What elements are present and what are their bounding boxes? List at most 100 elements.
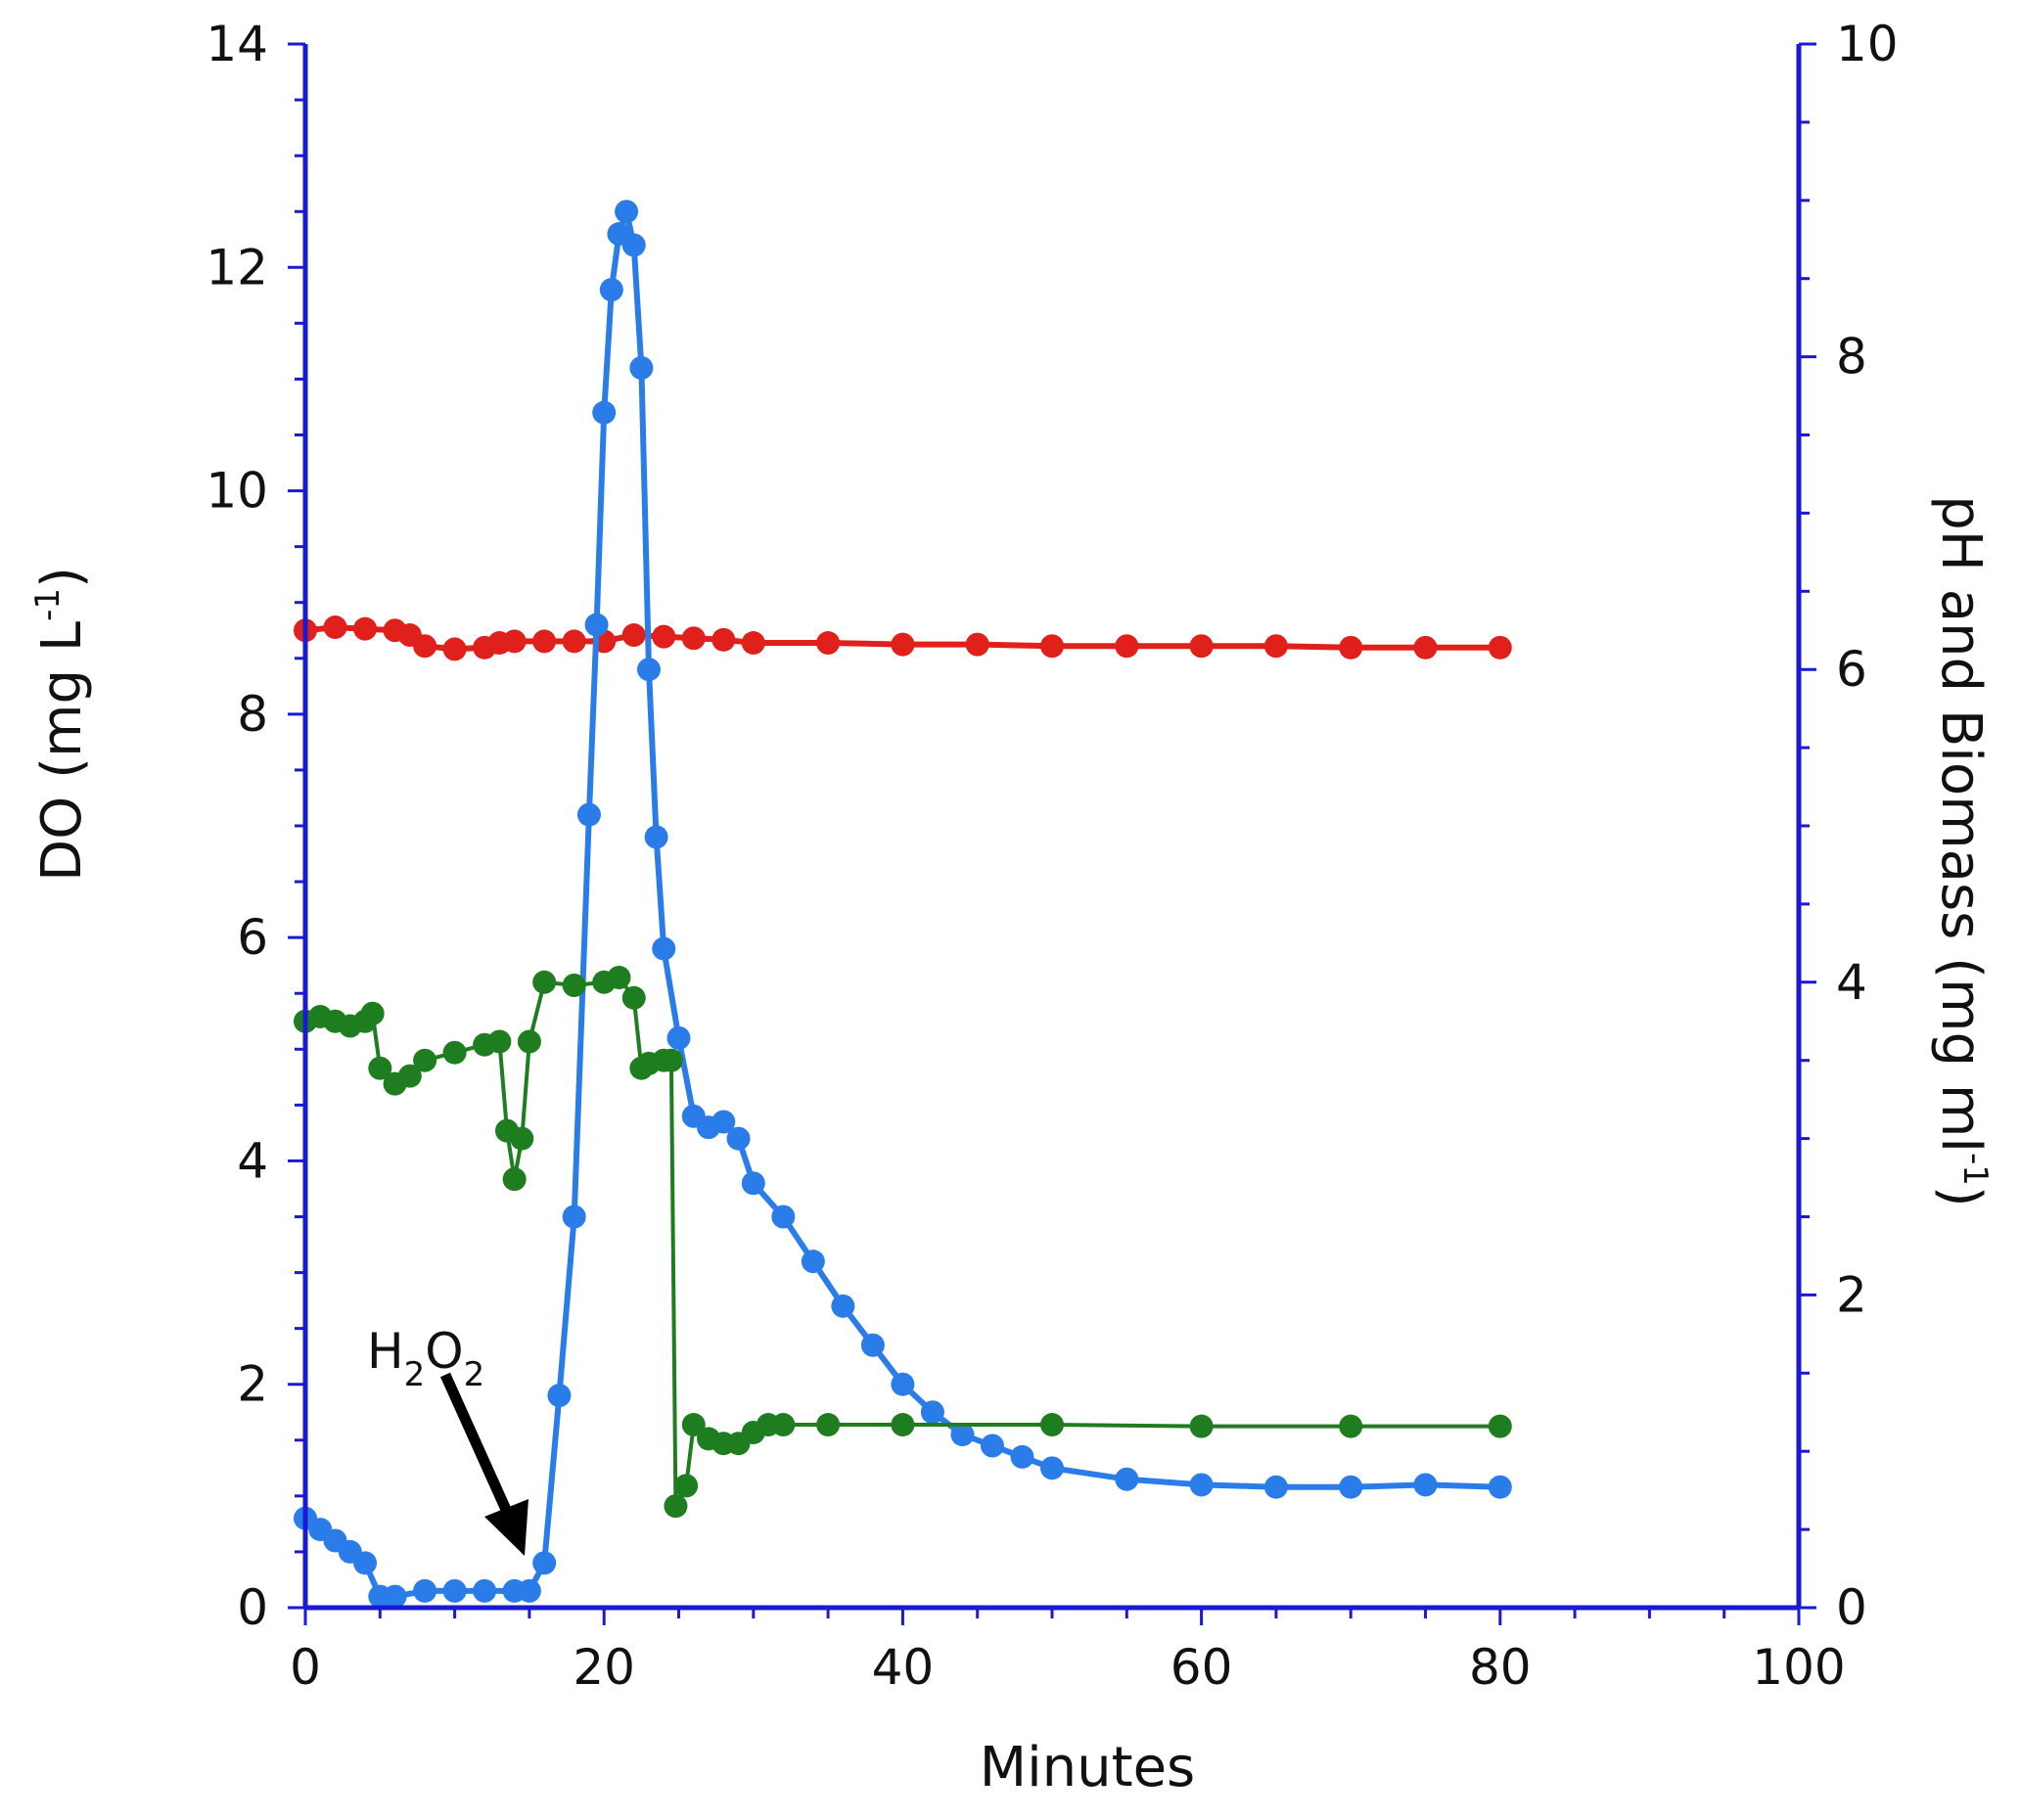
y-left-title-sup: -1 [28, 588, 68, 621]
data-point-do [860, 1333, 885, 1357]
data-point-ph [652, 624, 676, 649]
data-point-do [599, 278, 623, 302]
data-point-biomass [674, 1474, 699, 1498]
data-point-do [652, 936, 676, 961]
y-left-tick-label: 0 [237, 1579, 268, 1636]
y-left-tick-label: 12 [206, 239, 268, 296]
h2o2-annotation: H2O2 [367, 1323, 528, 1556]
y-right-tick-label: 8 [1836, 329, 1867, 386]
data-point-ph [965, 632, 989, 657]
data-point-biomass [562, 973, 586, 997]
data-point-ph [1115, 634, 1139, 659]
data-point-ph [323, 615, 347, 640]
data-point-biomass [502, 1167, 527, 1192]
y-left-tick-label: 4 [237, 1132, 268, 1189]
data-point-do [584, 613, 609, 637]
data-point-do [621, 233, 646, 257]
data-point-do [831, 1294, 855, 1318]
data-point-ph [532, 629, 557, 654]
data-point-do [383, 1584, 407, 1609]
y-right-axis-title: pH and Biomass (mg ml-1) [1929, 495, 1995, 1207]
y-left-title-main: DO (mg L [30, 621, 94, 882]
data-point-do [592, 400, 617, 425]
data-point-do [473, 1578, 497, 1603]
y-right-tick-label: 0 [1836, 1579, 1867, 1636]
data-point-biomass [664, 1494, 688, 1519]
y-left-tick-label: 10 [206, 463, 268, 520]
data-point-biomass [621, 985, 646, 1010]
data-point-biomass [413, 1048, 437, 1072]
data-point-do [517, 1578, 541, 1603]
x-axis-title: Minutes [980, 1736, 1195, 1799]
data-point-ph [1413, 635, 1438, 660]
data-point-biomass [891, 1413, 915, 1437]
x-tick-label: 20 [573, 1639, 635, 1696]
x-tick-label: 40 [872, 1639, 935, 1696]
y-right-title-close: ) [1929, 1186, 1993, 1207]
data-point-ph [891, 632, 915, 657]
data-point-ph [681, 626, 706, 651]
data-point-do [1115, 1467, 1139, 1491]
y-right-tick-label: 10 [1836, 16, 1899, 72]
series-do [294, 200, 1512, 1609]
data-point-ph [1189, 634, 1214, 659]
annot-h: H [367, 1323, 404, 1380]
x-tick-label: 0 [290, 1639, 321, 1696]
data-point-do [891, 1372, 915, 1396]
annot-o: O [425, 1323, 463, 1380]
data-point-ph [353, 616, 378, 641]
data-point-do [353, 1551, 378, 1575]
data-point-do [666, 1025, 691, 1050]
data-point-ph [712, 627, 736, 652]
data-point-do [1010, 1444, 1034, 1469]
data-point-do [1339, 1475, 1363, 1499]
y-left-tick-label: 6 [237, 909, 268, 966]
data-point-biomass [816, 1413, 841, 1437]
data-point-do [741, 1171, 765, 1196]
data-point-do [576, 802, 601, 827]
data-point-ph [502, 629, 527, 654]
y-right-tick-label: 2 [1836, 1266, 1867, 1323]
data-point-do [547, 1384, 572, 1408]
annot-sub-1: 2 [404, 1355, 426, 1394]
data-point-do [1413, 1473, 1438, 1497]
data-point-ph [1263, 634, 1288, 659]
data-point-biomass [517, 1029, 541, 1054]
data-point-do [644, 825, 668, 849]
data-point-biomass [1339, 1414, 1363, 1438]
data-point-biomass [510, 1126, 534, 1151]
data-point-do [413, 1578, 437, 1603]
data-point-ph [1339, 635, 1363, 660]
series-layer [294, 200, 1512, 1609]
data-point-biomass [487, 1029, 512, 1054]
data-point-do [562, 1205, 586, 1229]
data-point-biomass [659, 1048, 683, 1072]
data-point-ph [1488, 635, 1512, 660]
data-point-biomass [1040, 1413, 1064, 1437]
data-point-do [629, 356, 654, 381]
y-left-tick-label: 8 [237, 686, 268, 743]
x-tick-label: 60 [1171, 1639, 1233, 1696]
series-biomass [294, 966, 1512, 1519]
data-point-biomass [360, 1001, 385, 1025]
y-left-tick-label: 2 [237, 1356, 268, 1413]
axes-layer [302, 44, 1802, 1611]
data-point-do [1488, 1475, 1512, 1499]
data-point-ph [413, 634, 437, 659]
y-right-title-main: pH and Biomass (mg ml [1929, 495, 1993, 1153]
svg-text:pH and Biomass (mg ml-1): pH and Biomass (mg ml-1) [1929, 495, 1995, 1207]
data-point-do [1263, 1475, 1288, 1499]
data-point-biomass [1488, 1414, 1512, 1438]
svg-text:DO (mg L-1): DO (mg L-1) [28, 567, 94, 882]
data-point-biomass [368, 1056, 392, 1080]
data-point-biomass [1189, 1414, 1214, 1438]
series-ph [294, 615, 1512, 661]
data-point-ph [1040, 634, 1064, 659]
annot-arrow-shaft [439, 1372, 513, 1515]
y-left-axis-title: DO (mg L-1) [28, 567, 94, 882]
y-left-tick-label: 14 [206, 16, 268, 72]
y-right-tick-label: 6 [1836, 641, 1867, 698]
